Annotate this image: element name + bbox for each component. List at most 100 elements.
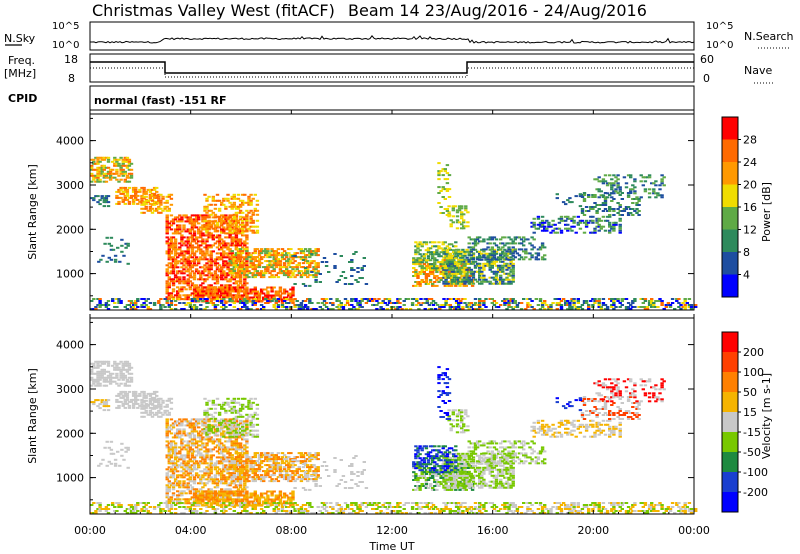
power-cell	[603, 304, 608, 306]
power-cell	[584, 300, 589, 302]
power-cell	[251, 264, 255, 267]
y-tick-label: 1000	[56, 268, 84, 281]
power-cell	[220, 214, 224, 217]
power-cell	[243, 288, 247, 291]
velocity-cell	[134, 394, 138, 397]
power-cell	[238, 252, 243, 255]
power-cell	[424, 265, 429, 267]
power-cell	[664, 304, 668, 306]
power-cell	[540, 246, 545, 249]
power-cell	[452, 245, 456, 248]
power-cell	[178, 288, 182, 291]
power-cell	[222, 240, 226, 243]
velocity-cell	[194, 492, 199, 495]
velocity-cell	[197, 474, 201, 477]
power-cell	[462, 219, 466, 222]
power-cell	[480, 240, 484, 243]
power-cell	[685, 302, 689, 304]
power-cell	[241, 290, 245, 293]
power-cell	[247, 201, 251, 204]
power-cell	[578, 221, 583, 224]
power-cell	[415, 300, 419, 302]
power-cell	[494, 306, 499, 308]
power-cell	[226, 193, 230, 196]
power-cell	[94, 195, 98, 198]
power-cell	[291, 286, 295, 289]
power-cell	[616, 298, 620, 300]
power-cell	[610, 300, 614, 302]
power-cell	[534, 256, 538, 259]
velocity-cell	[165, 430, 169, 433]
power-cell	[217, 207, 222, 210]
velocity-cell	[100, 362, 104, 365]
velocity-cell	[98, 407, 102, 410]
power-cell	[473, 304, 478, 306]
power-cell	[635, 198, 639, 200]
power-cell	[111, 160, 115, 163]
power-cell	[190, 244, 195, 247]
power-cell	[448, 280, 452, 283]
velocity-cell	[197, 490, 201, 493]
power-cell	[595, 178, 599, 181]
power-cell	[222, 270, 226, 273]
power-cell	[591, 194, 595, 196]
power-cell	[262, 250, 266, 253]
power-cell	[98, 300, 102, 302]
power-cell	[241, 286, 245, 289]
power-cell	[637, 210, 641, 212]
power-cell	[257, 298, 262, 301]
power-cell	[469, 302, 473, 304]
power-cell	[455, 215, 460, 218]
power-cell	[220, 256, 224, 259]
power-cell	[241, 256, 245, 259]
velocity-cell	[90, 362, 94, 365]
power-cell	[197, 300, 201, 302]
power-cell	[268, 252, 272, 255]
power-cell	[418, 243, 422, 246]
power-cell	[287, 258, 291, 261]
power-cell	[264, 266, 268, 269]
power-cell	[509, 270, 513, 273]
power-cell	[312, 266, 316, 269]
power-cell	[238, 288, 243, 291]
power-cell	[568, 306, 572, 308]
velocity-cell	[92, 401, 96, 404]
power-cell	[484, 258, 488, 261]
power-cell	[471, 308, 476, 310]
velocity-cell	[169, 466, 174, 469]
power-cell	[494, 244, 499, 247]
colorbar-swatch	[722, 252, 738, 275]
power-cell	[171, 278, 176, 281]
power-cell	[165, 292, 169, 295]
power-cell	[404, 298, 408, 300]
power-cell	[540, 304, 545, 306]
power-cell	[448, 252, 452, 255]
power-cell	[182, 254, 186, 257]
power-cell	[293, 255, 297, 257]
power-cell	[201, 238, 205, 241]
power-cell	[478, 254, 482, 257]
power-cell	[94, 306, 98, 308]
power-cell	[603, 180, 608, 183]
power-cell	[449, 219, 453, 222]
power-cell	[199, 256, 203, 259]
power-cell	[660, 302, 664, 304]
power-cell	[106, 300, 111, 302]
power-cell	[465, 250, 469, 253]
power-cell	[540, 306, 545, 308]
power-cell	[282, 292, 287, 295]
power-cell	[503, 302, 507, 304]
power-cell	[484, 262, 488, 265]
power-cell	[580, 210, 585, 212]
power-cell	[626, 212, 631, 214]
power-cell	[439, 247, 443, 250]
power-cell	[295, 252, 299, 255]
power-cell	[475, 262, 480, 265]
power-cell	[629, 190, 633, 193]
velocity-cell	[148, 402, 153, 405]
power-cell	[236, 292, 241, 295]
power-cell	[276, 298, 281, 300]
velocity-cell	[148, 409, 153, 412]
power-cell	[199, 284, 203, 287]
power-cell	[445, 182, 450, 185]
